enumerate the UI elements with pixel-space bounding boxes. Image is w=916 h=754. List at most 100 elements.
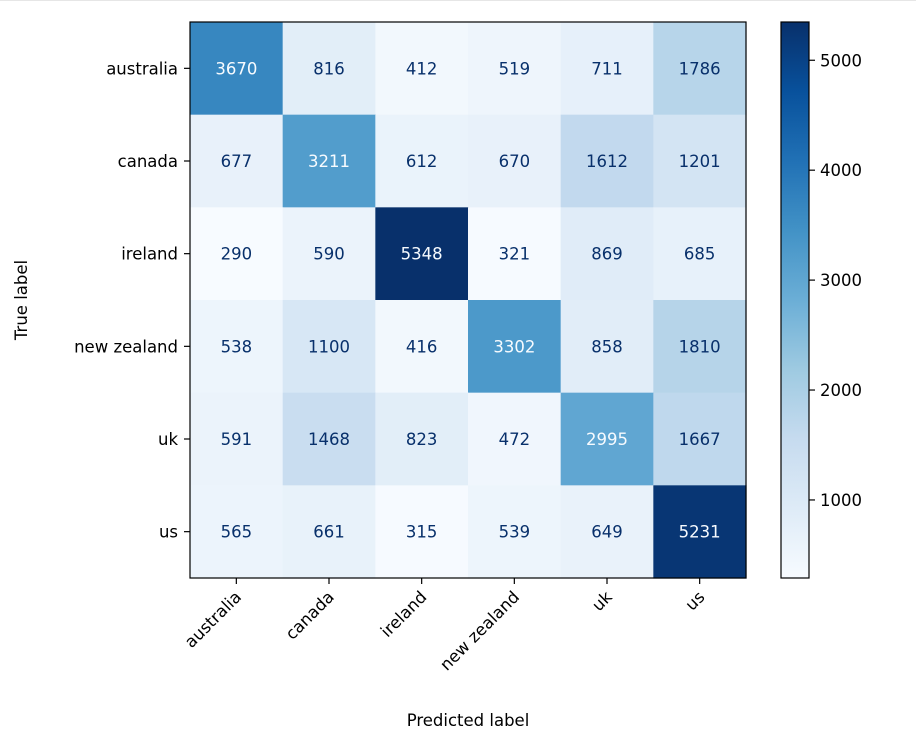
heatmap-cell [282,207,376,301]
x-tick-label: uk [588,587,616,615]
cell-value-label: 1468 [308,430,350,449]
colorbar-tick-label: 1000 [820,491,862,510]
cell-value-label: 1810 [679,337,721,356]
heatmap-cell [653,22,747,116]
heatmap-cell [560,207,654,301]
heatmap-cell [190,207,284,301]
y-tick-label: australia [106,59,178,78]
heatmap-cell [375,485,469,579]
cell-value-label: 1786 [679,59,721,78]
colorbar-ticks: 1000 2000 3000 4000 5000 [809,51,862,510]
y-tick-label: new zealand [74,337,178,356]
cell-value-label: 472 [499,430,531,449]
cell-value-label: 290 [221,245,253,264]
cell-value-label: 590 [313,245,345,264]
heatmap-cell [190,114,284,208]
colorbar-tick-label: 2000 [820,381,862,400]
heatmap-cell [560,392,654,486]
colorbar-tick-label: 3000 [820,271,862,290]
heatmap-cell [282,22,376,116]
cell-value-label: 612 [406,152,438,171]
cell-value-label: 1612 [586,152,628,171]
cell-value-label: 1100 [308,337,350,356]
cell-value-label: 519 [499,59,531,78]
cell-value-label: 869 [591,245,623,264]
heatmap-cell [560,300,654,394]
cell-value-label: 3302 [493,337,535,356]
x-tick-label: new zealand [436,587,523,674]
heatmap-cell [375,207,469,301]
heatmap-cell [190,22,284,116]
heatmap-cell [375,114,469,208]
cell-value-label: 1201 [679,152,721,171]
y-tick-label: us [159,523,178,542]
y-tick-label: ireland [121,245,178,264]
cell-value-label: 5348 [401,245,443,264]
x-tick-label: ireland [377,587,431,641]
heatmap-cell [282,392,376,486]
cell-value-label: 412 [406,59,438,78]
cell-value-label: 315 [406,523,438,542]
x-tick-label: canada [282,587,338,643]
colorbar [780,21,810,579]
cell-value-label: 823 [406,430,438,449]
cell-value-label: 416 [406,337,438,356]
colorbar-tick-label: 4000 [820,161,862,180]
heatmap-cell [653,300,747,394]
heatmap-cell [468,114,562,208]
cell-value-label: 816 [313,59,345,78]
cell-value-label: 539 [499,523,531,542]
heatmap-cell [468,392,562,486]
plot-frame [189,21,747,579]
x-tick-label: australia [181,587,245,651]
y-tick-label: canada [118,152,178,171]
cell-value-label: 670 [499,152,531,171]
y-axis-ticks: australia canada ireland new zealand uk us [74,59,190,542]
cell-value-label: 661 [313,523,345,542]
cell-value-label: 2995 [586,430,628,449]
heatmap-cell [468,207,562,301]
heatmap-cell [560,22,654,116]
cell-value-label: 858 [591,337,623,356]
x-axis-ticks: australia canada ireland new zealand uk us [181,578,709,674]
heatmap-cell [653,114,747,208]
x-axis-label: Predicted label [407,711,530,730]
heatmap-cell [375,22,469,116]
heatmap-cell [190,300,284,394]
colorbar-tick-label: 5000 [820,51,862,70]
cell-value-label: 3211 [308,152,350,171]
heatmap-cell [282,114,376,208]
cell-value-label: 5231 [679,523,721,542]
x-tick-label: us [682,587,709,614]
heatmap-cell [468,485,562,579]
heatmap-cell [282,485,376,579]
heatmap-cell [190,392,284,486]
cell-value-label: 685 [684,245,716,264]
heatmap-cell [653,207,747,301]
heatmap-cell [375,300,469,394]
cell-value-label: 3670 [215,59,257,78]
cell-value-label: 677 [221,152,253,171]
heatmap-cell [468,22,562,116]
cell-value-label: 321 [499,245,531,264]
cell-value-label: 591 [221,430,253,449]
heatmap-cell [653,485,747,579]
y-axis-label: True label [12,260,31,341]
cell-value-label: 711 [591,59,623,78]
heatmap-cell [468,300,562,394]
top-divider [0,0,916,1]
heatmap-cell [560,114,654,208]
cell-value-label: 1667 [679,430,721,449]
cell-value-label: 649 [591,523,623,542]
cell-value-label: 565 [221,523,253,542]
heatmap-cell [560,485,654,579]
cell-value-label: 538 [221,337,253,356]
heatmap-cell [375,392,469,486]
y-tick-label: uk [158,430,178,449]
heatmap-cell [282,300,376,394]
heatmap-cell-labels: 3670 816 412 519 711 1786 677 3211 612 670 1612 120… [215,59,720,541]
heatmap-cell [653,392,747,486]
heatmap-cell [190,485,284,579]
heatmap-cells [190,22,747,579]
